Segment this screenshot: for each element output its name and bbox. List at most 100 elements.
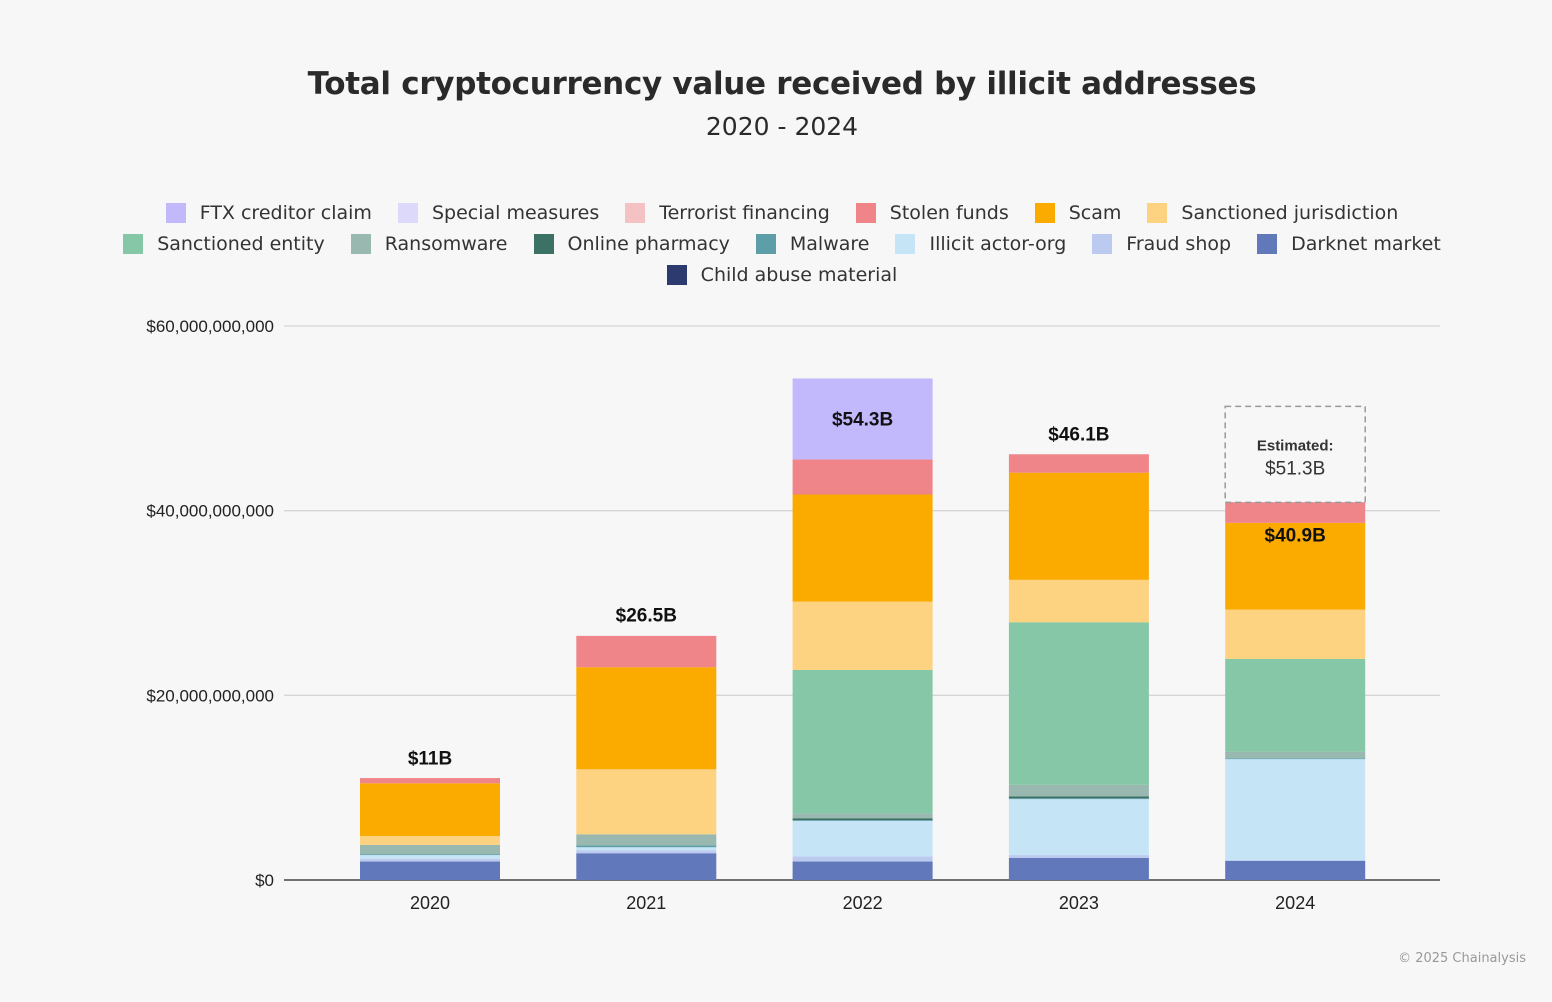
bar-segment-scam bbox=[1008, 472, 1149, 580]
legend-item: Special measures bbox=[397, 202, 600, 224]
estimate-value: $51.3B bbox=[1265, 458, 1325, 479]
x-tick-label: 2024 bbox=[1275, 893, 1315, 913]
legend-item: Darknet market bbox=[1257, 233, 1441, 255]
legend-item: Fraud shop bbox=[1092, 233, 1231, 255]
estimate-label: Estimated: bbox=[1257, 437, 1334, 454]
legend-item: FTX creditor claim bbox=[165, 202, 372, 224]
chart-title: Total cryptocurrency value received by i… bbox=[307, 66, 1257, 102]
legend-label: Online pharmacy bbox=[567, 233, 730, 255]
bar-segment-malware bbox=[576, 845, 717, 848]
bar-segment-sanctioned-jurisdiction bbox=[792, 601, 933, 670]
bar-segment-malware bbox=[1225, 758, 1366, 760]
bar-segment-darknet-market bbox=[1225, 860, 1366, 880]
total-label: $46.1B bbox=[1048, 424, 1109, 445]
legend-label: Darknet market bbox=[1291, 233, 1441, 255]
legend-label: FTX creditor claim bbox=[199, 202, 372, 224]
x-tick-label: 2021 bbox=[626, 893, 666, 913]
legend-item: Child abuse material bbox=[666, 264, 898, 286]
legend-swatch bbox=[666, 265, 687, 285]
bar-segment-fraud-shop bbox=[1225, 860, 1366, 861]
bar-segment-malware bbox=[360, 854, 500, 856]
legend-label: Sanctioned jurisdiction bbox=[1181, 202, 1399, 224]
y-tick-label: $0 bbox=[255, 871, 274, 890]
bar-segment-stolen-funds bbox=[1225, 502, 1366, 523]
legend-swatch bbox=[397, 203, 418, 223]
y-tick-label: $20,000,000,000 bbox=[146, 686, 274, 705]
bar-segment-fraud-shop bbox=[360, 858, 500, 862]
legend-swatch bbox=[855, 203, 876, 223]
legend-item: Sanctioned entity bbox=[123, 233, 325, 255]
legend-swatch bbox=[1257, 234, 1278, 254]
legend: FTX creditor claim Special measures Terror… bbox=[120, 202, 1444, 286]
bar-segment-scam bbox=[792, 494, 933, 602]
legend-label: Terrorist financing bbox=[659, 202, 830, 224]
legend-item: Scam bbox=[1034, 202, 1122, 224]
bar-segment-sanctioned-entity bbox=[1008, 622, 1149, 785]
bar-segment-illicit-actor-org bbox=[792, 820, 933, 857]
bar-segment-sanctioned-jurisdiction bbox=[1225, 609, 1366, 659]
legend-label: Ransomware bbox=[384, 233, 508, 255]
legend-item: Sanctioned jurisdiction bbox=[1147, 202, 1398, 224]
legend-item: Malware bbox=[755, 233, 870, 255]
bar-segment-stolen-funds bbox=[1008, 454, 1149, 473]
bar-segment-sanctioned-jurisdiction bbox=[1008, 579, 1149, 623]
bar-segment-stolen-funds bbox=[576, 635, 717, 668]
bar-segment-illicit-actor-org bbox=[360, 855, 500, 859]
bar-segment-malware bbox=[792, 820, 933, 821]
legend-swatch bbox=[1147, 203, 1168, 223]
bar-segment-stolen-funds bbox=[360, 778, 500, 784]
legend-label: Malware bbox=[789, 233, 870, 255]
y-tick-label: $40,000,000,000 bbox=[146, 502, 274, 521]
bar-segment-malware bbox=[1008, 798, 1149, 800]
bar-segment-fraud-shop bbox=[576, 850, 717, 854]
legend-swatch bbox=[350, 234, 371, 254]
bar-segment-scam bbox=[1225, 522, 1366, 610]
bar-segment-ransomware bbox=[576, 834, 717, 846]
legend-swatch bbox=[123, 234, 144, 254]
x-tick-label: 2022 bbox=[843, 893, 883, 913]
x-tick-label: 2020 bbox=[410, 893, 450, 913]
legend-label: Fraud shop bbox=[1126, 233, 1232, 255]
legend-label: Illicit actor-org bbox=[929, 233, 1067, 255]
bar-segment-ransomware bbox=[360, 844, 500, 855]
bar-segment-darknet-market bbox=[360, 861, 500, 880]
bar-segment-online-pharmacy bbox=[792, 818, 933, 821]
bar-segment-ftx-creditor-claim bbox=[792, 378, 933, 460]
bar-segment-sanctioned-jurisdiction bbox=[576, 769, 717, 835]
legend-swatch bbox=[1092, 234, 1113, 254]
bar-segment-online-pharmacy bbox=[1008, 796, 1149, 799]
bar-segment-sanctioned-entity bbox=[1225, 658, 1366, 752]
legend-item: Illicit actor-org bbox=[895, 233, 1066, 255]
total-label: $54.3B bbox=[832, 410, 893, 431]
bar-segment-darknet-market bbox=[1008, 857, 1149, 880]
estimate-box bbox=[1224, 405, 1366, 504]
legend-swatch bbox=[895, 234, 916, 254]
bar-segment-scam bbox=[576, 667, 717, 770]
legend-label: Child abuse material bbox=[700, 264, 898, 286]
bar-segment-illicit-actor-org bbox=[1225, 758, 1366, 861]
bar-segment-fraud-shop bbox=[1008, 855, 1149, 858]
legend-item: Terrorist financing bbox=[625, 202, 830, 224]
bar-segment-sanctioned-entity bbox=[792, 669, 933, 814]
bar-segment-darknet-market bbox=[576, 853, 717, 880]
legend-label: Stolen funds bbox=[889, 202, 1009, 224]
total-label: $40.9B bbox=[1265, 525, 1326, 546]
bar-segment-illicit-actor-org bbox=[1008, 798, 1149, 856]
legend-item: Ransomware bbox=[350, 233, 508, 255]
bar-segment-ransomware bbox=[1008, 784, 1149, 797]
legend-label: Special measures bbox=[431, 202, 600, 224]
bar-segment-fraud-shop bbox=[792, 856, 933, 862]
legend-item: Online pharmacy bbox=[533, 233, 730, 255]
legend-label: Scam bbox=[1068, 202, 1122, 224]
legend-swatch bbox=[1034, 203, 1055, 223]
legend-item: Stolen funds bbox=[855, 202, 1009, 224]
legend-swatch bbox=[755, 234, 776, 254]
legend-swatch bbox=[533, 234, 554, 254]
legend-swatch bbox=[625, 203, 646, 223]
legend-label: Sanctioned entity bbox=[157, 233, 325, 255]
bar-segment-ransomware bbox=[792, 813, 933, 819]
copyright: © 2025 Chainalysis bbox=[1398, 951, 1526, 966]
total-label: $26.5B bbox=[616, 605, 677, 626]
bar-segment-sanctioned-jurisdiction bbox=[360, 835, 500, 845]
